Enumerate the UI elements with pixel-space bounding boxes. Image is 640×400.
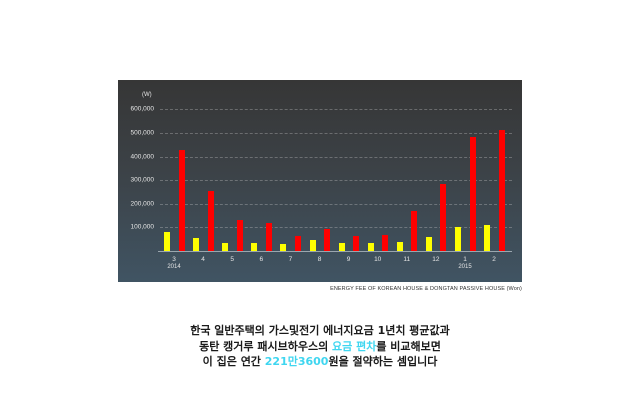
bar-passive-house (367, 242, 374, 251)
bar-korean-house (440, 183, 447, 251)
gridline (160, 156, 512, 158)
description-line-2: 동탄 캥거루 패시브하우스의 요금 편차를 비교해보면 (0, 339, 640, 355)
y-axis-tick-label: 500,000 (130, 129, 155, 137)
bar-korean-house (469, 137, 476, 251)
description-text: 한국 일반주택의 가스및전기 에너지요금 1년치 평균값과 동탄 캥거루 패시브… (0, 323, 640, 370)
description-text-segment: 동탄 캥거루 패시브하우스의 (199, 339, 333, 353)
bar-passive-house (193, 238, 200, 251)
x-axis-tick-label: 1 (463, 256, 467, 263)
bar-passive-house (425, 236, 432, 251)
x-axis-tick-label: 12 (432, 256, 440, 263)
highlight-text: 요금 편차 (332, 339, 377, 353)
y-axis-unit-label: (W) (142, 92, 152, 98)
bar-korean-house (265, 222, 272, 251)
x-axis-tick-label: 3 (172, 256, 176, 263)
bar-passive-house (222, 242, 229, 251)
bar-korean-house (498, 129, 505, 251)
bar-chart: (W) 600,000 500,000 400,000 300,000 200,000 1… (118, 80, 522, 282)
y-axis-tick-label: 200,000 (130, 200, 155, 208)
x-axis-tick-label: 8 (317, 256, 322, 263)
bar-passive-house (309, 240, 316, 251)
x-axis-year-label: 2014 (167, 264, 181, 270)
bar-korean-house (294, 236, 301, 251)
description-line-3: 이 집은 연간 221만3600원을 절약하는 셈입니다 (0, 354, 640, 370)
description-line-1: 한국 일반주택의 가스및전기 에너지요금 1년치 평균값과 (190, 324, 450, 337)
gridline (160, 133, 512, 134)
bar-korean-house (207, 190, 214, 251)
bar-korean-house (411, 210, 418, 251)
description-text-segment: 원을 절약하는 셈입니다 (328, 355, 438, 368)
bar-passive-house (338, 243, 345, 251)
bar-passive-house (251, 243, 258, 251)
chart-caption: ENERGY FEE OF KOREAN HOUSE & DONGTAN PAS… (330, 286, 522, 292)
bar-korean-house (236, 220, 243, 251)
y-axis-tick-label: 300,000 (130, 176, 155, 184)
bar-passive-house (396, 241, 403, 251)
bar-korean-house (382, 235, 389, 251)
gridline (160, 109, 512, 111)
y-axis-tick-label: 400,000 (130, 153, 155, 161)
gridline (160, 203, 512, 205)
description-text-segment: 를 비교해보면 (376, 339, 441, 353)
x-axis-tick-label: 2 (492, 256, 496, 263)
bar-korean-house (353, 236, 360, 251)
x-axis-tick-label: 6 (259, 256, 264, 263)
x-axis-tick-label: 7 (288, 256, 293, 263)
bar-passive-house (164, 231, 170, 251)
gridline (160, 227, 512, 229)
x-axis-tick-label: 5 (230, 256, 234, 263)
bar-passive-house (455, 226, 461, 251)
x-axis-tick-label: 4 (201, 256, 205, 263)
bar-passive-house (280, 244, 287, 251)
y-axis-tick-label: 600,000 (130, 105, 155, 113)
x-axis-tick-label: 10 (374, 256, 382, 263)
x-axis-tick-label: 11 (403, 256, 411, 263)
bar-korean-house (324, 229, 330, 251)
x-axis-tick-label: 9 (346, 256, 351, 263)
x-axis-year-label: 2015 (458, 264, 472, 270)
description-text-segment: 이 집은 연간 (202, 355, 265, 368)
highlight-amount: 221만3600 (264, 355, 329, 368)
x-axis-baseline (158, 251, 512, 252)
bar-passive-house (484, 225, 491, 251)
y-axis-tick-label: 100,000 (130, 223, 155, 231)
bar-korean-house (178, 149, 185, 251)
gridline (160, 180, 512, 182)
